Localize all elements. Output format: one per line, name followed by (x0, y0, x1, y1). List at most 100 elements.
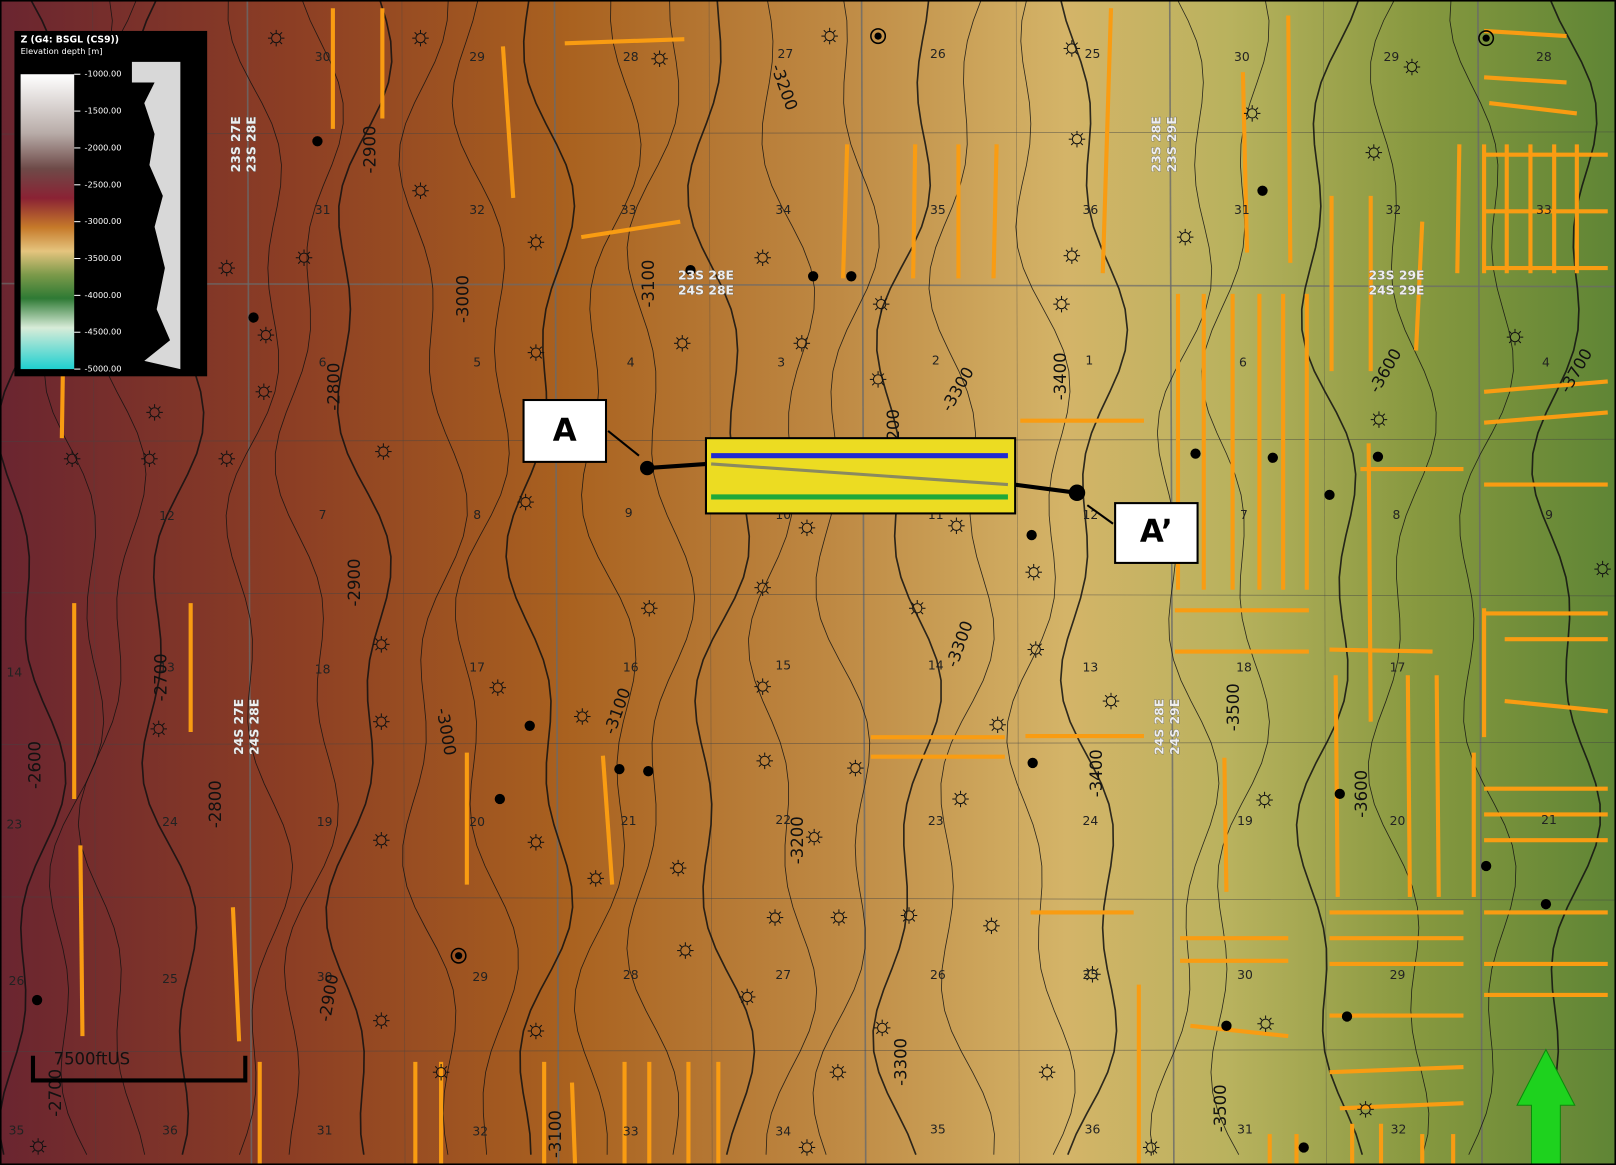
contour-label: -3100 (546, 1110, 565, 1158)
well-ray (1415, 70, 1419, 74)
fault-line (1190, 1023, 1289, 1039)
well-ray (765, 261, 769, 264)
section-number: 26 (930, 968, 946, 982)
well-ray (529, 355, 533, 359)
well-ray (267, 385, 271, 389)
section-line (1013, 482, 1078, 495)
section-number: 36 (162, 1123, 178, 1137)
well-ray (576, 710, 580, 714)
well-ray (161, 732, 165, 736)
section-number: 30 (1234, 50, 1250, 64)
contour-label: -3400 (1087, 749, 1106, 797)
well-ray (1258, 793, 1262, 797)
fault-lines (59, 8, 1608, 1165)
well-dot (614, 763, 625, 775)
section-number: 27 (775, 968, 791, 982)
township-label: 24S 28E (248, 699, 262, 755)
well-ray (800, 521, 804, 525)
fault-line (500, 46, 516, 199)
well-dot (1190, 448, 1201, 459)
grid-line (0, 592, 1616, 597)
well-ray (1508, 330, 1512, 334)
well-ray (911, 602, 914, 605)
well-ray (519, 495, 523, 499)
well-dot (1324, 489, 1335, 501)
well-ray (386, 445, 390, 449)
well-ray (539, 836, 543, 840)
well-ray (75, 452, 79, 456)
well-ray (1382, 413, 1386, 417)
section-number: 25 (162, 972, 178, 986)
well-ray (643, 602, 647, 605)
township-label: 23S 27E (229, 116, 243, 172)
well-ray (257, 385, 261, 389)
well-ray (817, 830, 821, 834)
well-ray (885, 1021, 889, 1025)
section-number: 17 (1390, 661, 1406, 675)
section-number: 6 (319, 355, 327, 369)
well-ray (414, 31, 418, 35)
section-number: 30 (315, 50, 331, 64)
section-label: A’ (1140, 514, 1173, 550)
well-symbol (520, 496, 531, 508)
well-dot (524, 720, 535, 731)
well-ray (832, 911, 836, 915)
histogram (131, 61, 181, 370)
well-ray (985, 919, 989, 923)
well-ray (662, 52, 666, 56)
well-ray (220, 462, 224, 465)
section-number: 32 (469, 203, 485, 217)
well-ray (1259, 1017, 1263, 1021)
well-symbol (757, 582, 768, 593)
well-ray (1267, 803, 1271, 807)
well-symbol (590, 873, 601, 884)
well-symbol (644, 603, 655, 614)
well-ray (912, 918, 916, 922)
well-ray (384, 843, 388, 847)
section-number: 16 (623, 661, 639, 675)
well-ray (375, 1023, 379, 1027)
contour-line (274, 0, 344, 1155)
township-label: 24S 27E (232, 699, 246, 755)
contour-label: -3600 (1352, 770, 1371, 818)
well-ray (375, 724, 379, 728)
well-symbol (530, 347, 542, 358)
well-symbol (530, 237, 542, 248)
well-ray (985, 929, 989, 933)
well-ray (1050, 1075, 1054, 1079)
well-ray (297, 251, 301, 255)
well-ray (384, 638, 388, 642)
section-label: A (553, 412, 577, 448)
well-ray (676, 346, 679, 350)
township-label: 23S 28E (678, 268, 734, 282)
section-number: 28 (623, 50, 639, 64)
fault-line (1414, 221, 1425, 351)
well-ray (750, 990, 754, 994)
well-symbol (1260, 1018, 1271, 1029)
well-ray (911, 611, 914, 615)
well-symbol (415, 185, 426, 196)
well-ray (800, 1150, 804, 1154)
contour-label: -3100 (639, 260, 658, 308)
grid-line (0, 131, 1616, 135)
well-symbol (1259, 794, 1270, 806)
grid-line (0, 741, 1616, 745)
well-symbol (903, 910, 915, 921)
well-symbol (872, 374, 884, 385)
scale-bar: 7500ftUS (30, 1049, 248, 1083)
fault-line (1286, 15, 1293, 263)
well-ray (810, 521, 814, 525)
grid-line (860, 0, 867, 1165)
well-ray (849, 761, 853, 765)
legend-ticks: -1000.00 -1500.00 -2000.00 -2500.00 -3000.00… (74, 69, 122, 374)
well-ray (768, 920, 772, 924)
well-ray (539, 245, 543, 249)
contour-label: -2800 (324, 363, 343, 411)
well-ray (423, 41, 427, 45)
section-number: 35 (9, 1123, 25, 1137)
well-symbol (877, 1022, 888, 1034)
well-ray (653, 62, 657, 65)
contour-line (325, 0, 393, 1155)
well-ray (307, 261, 311, 264)
fault-line (991, 144, 999, 279)
